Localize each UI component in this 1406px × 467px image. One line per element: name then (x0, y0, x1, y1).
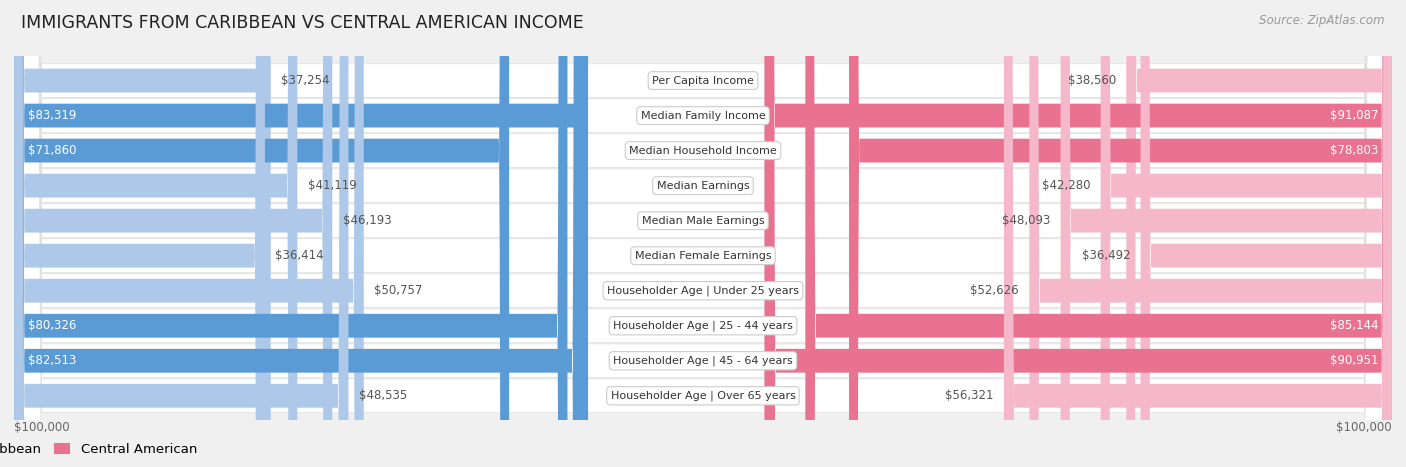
Text: $78,803: $78,803 (1330, 144, 1378, 157)
Text: Householder Age | Over 65 years: Householder Age | Over 65 years (610, 390, 796, 401)
Text: $36,414: $36,414 (276, 249, 323, 262)
Text: $56,321: $56,321 (945, 389, 994, 402)
FancyBboxPatch shape (14, 0, 1392, 467)
Text: Median Earnings: Median Earnings (657, 181, 749, 191)
Text: Householder Age | 45 - 64 years: Householder Age | 45 - 64 years (613, 355, 793, 366)
FancyBboxPatch shape (765, 0, 1392, 467)
FancyBboxPatch shape (765, 0, 1392, 467)
FancyBboxPatch shape (14, 0, 364, 467)
Text: $36,492: $36,492 (1081, 249, 1130, 262)
FancyBboxPatch shape (14, 0, 264, 467)
Text: $90,951: $90,951 (1330, 354, 1378, 367)
FancyBboxPatch shape (14, 0, 332, 467)
Text: $48,093: $48,093 (1002, 214, 1050, 227)
Text: $37,254: $37,254 (281, 74, 329, 87)
FancyBboxPatch shape (1126, 0, 1392, 467)
FancyBboxPatch shape (1060, 0, 1392, 467)
FancyBboxPatch shape (14, 0, 509, 467)
Text: $38,560: $38,560 (1067, 74, 1116, 87)
Text: $42,280: $42,280 (1042, 179, 1090, 192)
Text: Per Capita Income: Per Capita Income (652, 76, 754, 85)
Text: $71,860: $71,860 (28, 144, 76, 157)
FancyBboxPatch shape (14, 0, 349, 467)
FancyBboxPatch shape (14, 0, 568, 467)
FancyBboxPatch shape (14, 0, 1392, 467)
Text: $83,319: $83,319 (28, 109, 76, 122)
FancyBboxPatch shape (14, 0, 1392, 467)
FancyBboxPatch shape (1004, 0, 1392, 467)
FancyBboxPatch shape (14, 0, 588, 467)
Legend: Immigrants from Caribbean, Central American: Immigrants from Caribbean, Central Ameri… (0, 438, 202, 461)
FancyBboxPatch shape (14, 0, 582, 467)
Text: Median Male Earnings: Median Male Earnings (641, 216, 765, 226)
FancyBboxPatch shape (849, 0, 1392, 467)
Text: $41,119: $41,119 (308, 179, 357, 192)
Text: Householder Age | 25 - 44 years: Householder Age | 25 - 44 years (613, 320, 793, 331)
Text: Median Household Income: Median Household Income (628, 146, 778, 156)
Text: Median Female Earnings: Median Female Earnings (634, 251, 772, 261)
FancyBboxPatch shape (806, 0, 1392, 467)
Text: $46,193: $46,193 (343, 214, 391, 227)
FancyBboxPatch shape (14, 0, 1392, 467)
FancyBboxPatch shape (14, 0, 1392, 467)
FancyBboxPatch shape (14, 0, 1392, 467)
Text: $50,757: $50,757 (374, 284, 422, 297)
Text: $85,144: $85,144 (1330, 319, 1378, 332)
Text: $91,087: $91,087 (1330, 109, 1378, 122)
FancyBboxPatch shape (1029, 0, 1392, 467)
FancyBboxPatch shape (1101, 0, 1392, 467)
Text: $100,000: $100,000 (14, 421, 70, 434)
FancyBboxPatch shape (14, 0, 1392, 467)
Text: Source: ZipAtlas.com: Source: ZipAtlas.com (1260, 14, 1385, 27)
FancyBboxPatch shape (1140, 0, 1392, 467)
FancyBboxPatch shape (14, 0, 1392, 467)
Text: $52,626: $52,626 (970, 284, 1019, 297)
Text: Median Family Income: Median Family Income (641, 111, 765, 120)
Text: $80,326: $80,326 (28, 319, 76, 332)
Text: $82,513: $82,513 (28, 354, 76, 367)
Text: Householder Age | Under 25 years: Householder Age | Under 25 years (607, 285, 799, 296)
Text: IMMIGRANTS FROM CARIBBEAN VS CENTRAL AMERICAN INCOME: IMMIGRANTS FROM CARIBBEAN VS CENTRAL AME… (21, 14, 583, 32)
FancyBboxPatch shape (14, 0, 271, 467)
FancyBboxPatch shape (14, 0, 297, 467)
FancyBboxPatch shape (14, 0, 1392, 467)
Text: $48,535: $48,535 (359, 389, 406, 402)
Text: $100,000: $100,000 (1336, 421, 1392, 434)
FancyBboxPatch shape (14, 0, 1392, 467)
